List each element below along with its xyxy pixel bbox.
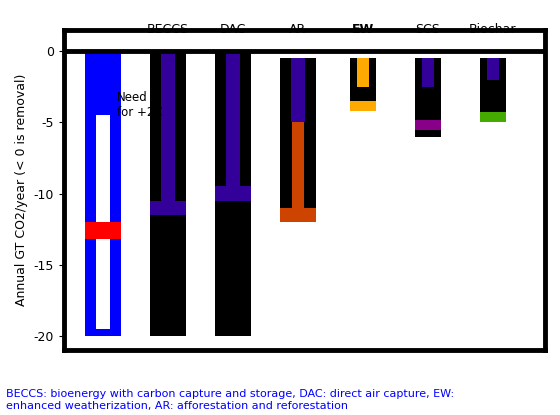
Bar (85, 222, 120, 239)
Text: SCS: SCS (416, 23, 440, 37)
Text: EW: EW (352, 23, 374, 37)
Text: BECCS: bioenergy with carbon capture and storage, DAC: direct air capture, EW:
e: BECCS: bioenergy with carbon capture and… (6, 389, 454, 411)
Bar (215, 186, 251, 201)
Bar (215, 51, 251, 336)
Text: Need
for +2C: Need for +2C (117, 91, 162, 119)
Bar (415, 120, 441, 129)
Bar (85, 51, 120, 336)
Y-axis label: Annual GT CO2/year (< 0 is removal): Annual GT CO2/year (< 0 is removal) (15, 74, 28, 306)
Text: DAC: DAC (220, 23, 246, 37)
Bar (226, 51, 240, 194)
Bar (280, 208, 316, 222)
Bar (161, 51, 175, 208)
Bar (350, 101, 376, 111)
Bar (487, 59, 499, 80)
Bar (350, 59, 376, 108)
Text: Biochar: Biochar (469, 23, 517, 37)
Bar (480, 59, 506, 122)
Bar (96, 115, 110, 329)
Bar (415, 59, 441, 137)
Bar (357, 59, 368, 87)
Bar (291, 59, 305, 122)
Text: BECCS: BECCS (147, 23, 189, 37)
Bar (150, 201, 185, 215)
Bar (422, 59, 434, 87)
Text: AR: AR (289, 23, 306, 37)
Bar (150, 51, 185, 336)
Bar (480, 112, 506, 122)
Bar (292, 122, 304, 208)
Bar (280, 59, 316, 215)
